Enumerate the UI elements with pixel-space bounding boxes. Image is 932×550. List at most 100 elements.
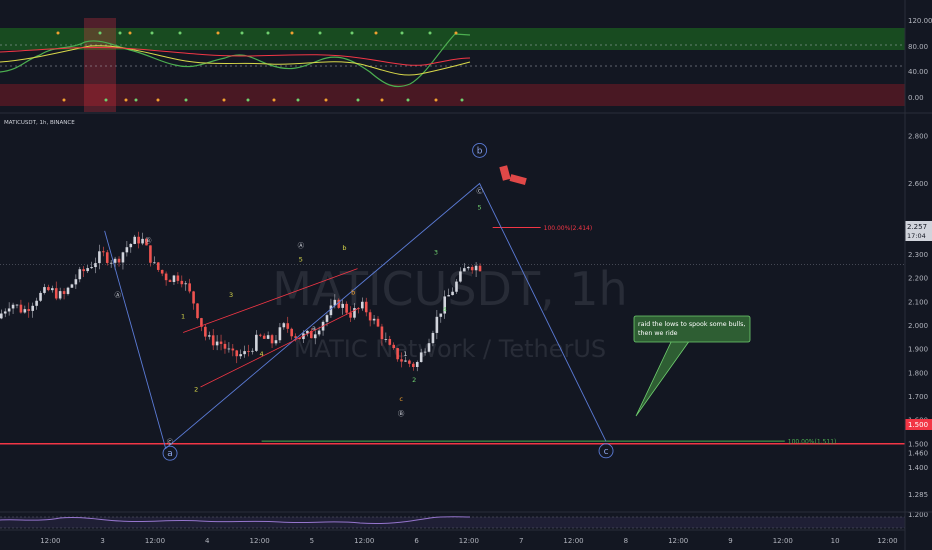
wave-label: b <box>351 289 355 297</box>
candle-body <box>62 291 66 294</box>
price-tick: 2.200 <box>908 275 928 283</box>
wave-label: 4 <box>260 350 264 358</box>
candle-body <box>443 296 447 314</box>
wave-label: 5 <box>299 256 303 264</box>
indicator-dot <box>104 98 108 102</box>
support-price-value: 1.500 <box>908 421 928 429</box>
indicator-dots <box>56 31 464 102</box>
indicator-dot <box>124 98 128 102</box>
candle-body <box>345 303 348 313</box>
annotation-box <box>633 315 751 343</box>
indicator-dot <box>128 31 132 35</box>
wave-label: 3 <box>229 291 233 299</box>
wave-label: 2 <box>194 386 198 394</box>
indicator-dot <box>400 31 404 35</box>
annotation-callout[interactable]: raid the lows to spook some bulls, then … <box>633 315 751 417</box>
price-axis[interactable]: 2.8002.6002.4002.3002.2002.1002.0001.900… <box>908 133 928 520</box>
candle-body <box>392 344 395 349</box>
time-tick: 10 <box>831 537 840 545</box>
indicator-dot <box>318 31 322 35</box>
price-tick: 1.460 <box>908 450 928 458</box>
indicator-tick: 120.00 <box>908 17 932 25</box>
time-tick: 5 <box>310 537 314 545</box>
indicator-dot <box>178 31 182 35</box>
indicator-dot <box>428 31 432 35</box>
indicator-dot <box>184 98 188 102</box>
time-tick: 12:00 <box>563 537 583 545</box>
candle-body <box>474 265 478 271</box>
indicator-dot <box>98 31 102 35</box>
candle-body <box>290 328 293 337</box>
candle-body <box>384 339 388 340</box>
time-tick: 12:00 <box>459 537 479 545</box>
candle-body <box>294 336 297 338</box>
candle-body <box>466 266 470 269</box>
candle-body <box>435 316 439 333</box>
alert-marker[interactable] <box>499 165 527 185</box>
time-tick: 4 <box>205 537 210 545</box>
candle-body <box>313 334 317 339</box>
candle-body <box>361 301 364 309</box>
indicator-dot <box>350 31 354 35</box>
candle-body <box>160 269 164 274</box>
candle-body <box>353 308 356 318</box>
time-tick: 12:00 <box>877 537 897 545</box>
candle-body <box>270 335 274 344</box>
candle-body <box>70 284 74 288</box>
candle-body <box>302 333 305 340</box>
channel-lower <box>200 308 358 388</box>
wave-label: 2 <box>412 376 416 384</box>
time-tick: 7 <box>519 537 523 545</box>
time-tick: 12:00 <box>145 537 165 545</box>
time-tick: 12:00 <box>40 537 60 545</box>
candle-body <box>156 262 160 270</box>
candle-body <box>215 341 219 346</box>
alert-marker-tail <box>509 174 527 185</box>
indicator-tick: 0.00 <box>908 94 924 102</box>
candle-body <box>227 348 231 350</box>
indicator-dot <box>118 31 122 35</box>
fib-level-label: 100.00%(2.414) <box>544 225 593 232</box>
wave-label: 1 <box>181 312 185 320</box>
candle-body <box>164 273 168 281</box>
current-price-value: 2.257 <box>907 223 927 231</box>
candle-body <box>125 247 129 253</box>
candle-body <box>129 243 133 248</box>
alert-marker-box <box>499 165 511 181</box>
candle-body <box>400 359 403 362</box>
candle-body <box>133 236 137 244</box>
candle-body <box>262 335 266 339</box>
wave-label: Ⓒ <box>167 438 174 446</box>
time-tick: 12:00 <box>354 537 374 545</box>
candle-body <box>117 258 121 263</box>
watermark-symbol: MATICUSDT, 1h <box>272 262 627 316</box>
time-tick: 9 <box>728 537 732 545</box>
price-tick: 1.400 <box>908 464 928 472</box>
candle-body <box>451 291 454 296</box>
candle-body <box>47 287 50 291</box>
candle-body <box>459 271 462 282</box>
indicator-dot <box>150 31 154 35</box>
candle-body <box>168 280 172 282</box>
wave-label: 4 <box>443 305 447 313</box>
price-tick: 1.200 <box>908 511 928 519</box>
wave-label-major: b <box>477 146 483 156</box>
candlestick-series <box>0 231 482 372</box>
time-axis[interactable]: 12:00 3 12:00 4 12:00 5 12:00 6 12:00 7 12:00 8 12:0… <box>40 537 897 545</box>
annotation-pointer <box>635 339 691 417</box>
candle-body <box>258 334 262 336</box>
candle-body <box>149 245 152 263</box>
candle-body <box>439 313 443 317</box>
support-price-tag: 1.500 <box>905 419 932 430</box>
candle-body <box>27 309 31 311</box>
price-tick: 1.285 <box>908 491 928 499</box>
indicator-tick: 80.00 <box>908 43 928 51</box>
price-tick: 1.700 <box>908 393 928 401</box>
symbol-header: MATICUSDT, 1h, BINANCE <box>4 120 75 126</box>
candle-body <box>282 323 286 328</box>
indicator-tick: 40.00 <box>908 68 928 76</box>
candle-body <box>419 352 423 363</box>
wave-label: b <box>342 244 346 252</box>
price-tick: 1.800 <box>908 369 928 377</box>
